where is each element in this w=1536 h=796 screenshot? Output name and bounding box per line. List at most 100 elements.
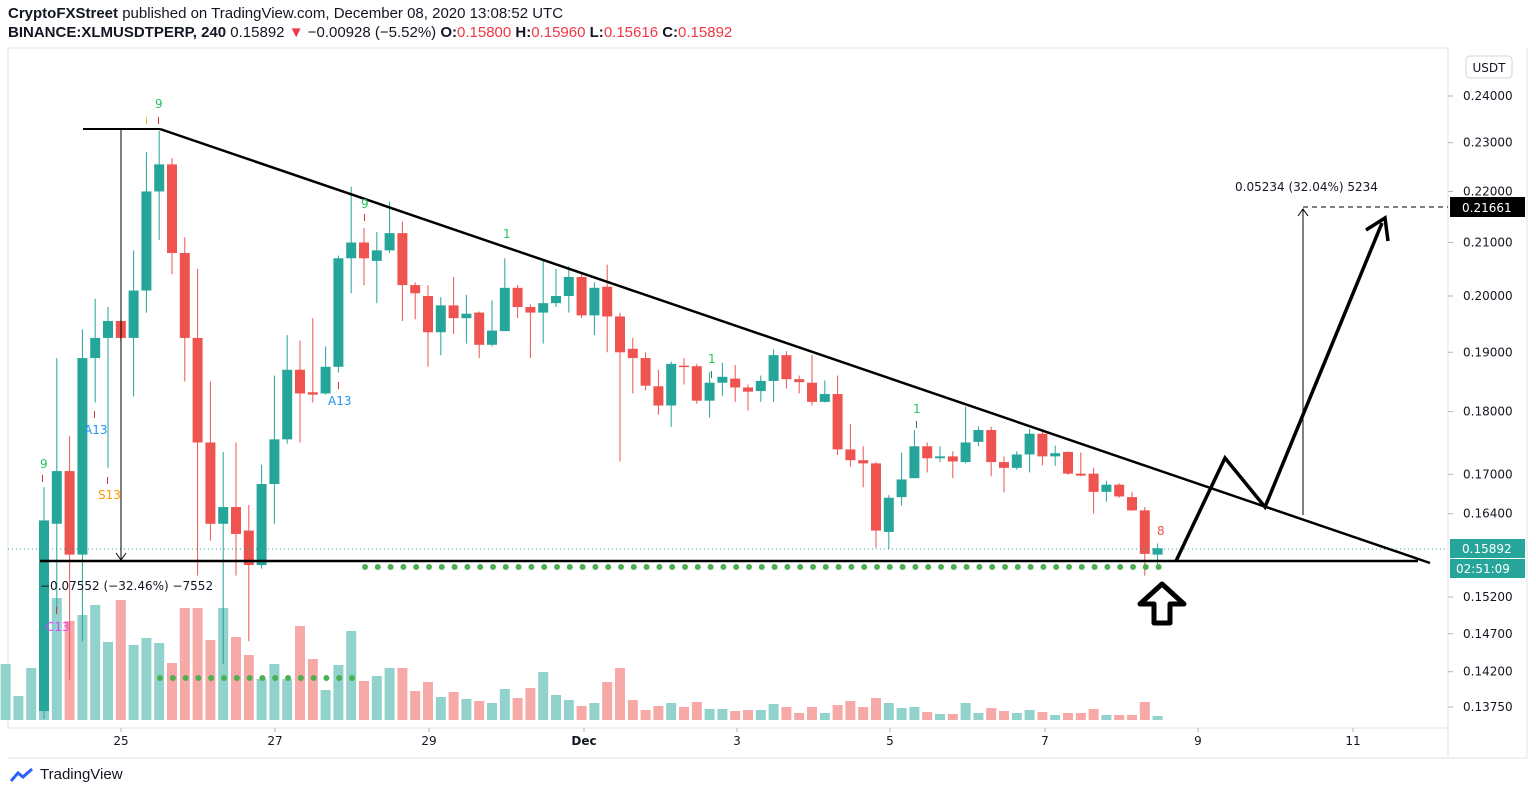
td-nine-label: 9 [40, 457, 48, 471]
candle-body [922, 446, 933, 459]
support-dot [976, 564, 983, 570]
support-dot [541, 564, 548, 570]
support-dot [502, 564, 509, 570]
candle-body [1037, 433, 1048, 457]
projection-path[interactable] [1174, 222, 1384, 562]
volume-bar [666, 703, 677, 720]
support-dot [835, 564, 842, 570]
volume-bar [986, 708, 997, 720]
close-label: C: [662, 24, 679, 41]
candle-body [1101, 484, 1112, 492]
volume-bar [512, 698, 523, 720]
td-marker-icon: I [915, 420, 918, 431]
volume-bar [295, 626, 305, 720]
price-tick-label: 0.14700 [1463, 627, 1513, 641]
support-dot [989, 564, 996, 570]
candle-body [410, 285, 421, 294]
price-tick-label: 0.18000 [1463, 405, 1513, 419]
volume-bar [832, 705, 843, 720]
volume-bar [90, 605, 101, 720]
td-annotations: 9 i I 9 I 9 I 1 1 I 1 I 8 I A13 I S13 I … [40, 97, 1165, 634]
volume-bar [359, 681, 369, 720]
volume-bar [269, 664, 280, 720]
publisher-name[interactable]: CryptoFXStreet [8, 5, 119, 22]
descending-trendline[interactable] [159, 127, 1431, 565]
measure-up-label: 0.05234 (32.04%) 5234 [1235, 180, 1378, 194]
measure-down-label: −0.07552 (−32.46%) −7552 [40, 579, 213, 593]
low-value: 0.15616 [603, 24, 659, 41]
volume-bar [51, 598, 62, 720]
volume-bar [896, 708, 907, 720]
target-price-badge [1450, 197, 1525, 217]
support-dot [579, 564, 586, 570]
candle-body [653, 386, 664, 406]
support-dot [1078, 564, 1085, 570]
support-dot [426, 564, 432, 570]
candle-body [538, 303, 549, 313]
candle-body [666, 363, 677, 406]
candle-body [218, 507, 229, 524]
candle-body [1088, 473, 1099, 492]
td-marker-icon: I [157, 116, 160, 127]
support-dot [490, 564, 496, 570]
td-marker-icon: I [337, 381, 340, 392]
candle-body [90, 337, 101, 359]
volume-bar [602, 682, 613, 720]
support-dot [1091, 564, 1098, 570]
candle-body [103, 320, 113, 338]
measure-down-arrowhead-icon [115, 552, 127, 561]
candle-body [960, 442, 971, 463]
support-dot [362, 564, 368, 570]
support-dot [438, 564, 445, 570]
volume-bar [320, 690, 331, 720]
candle-body [141, 191, 152, 291]
volume-bar [794, 713, 805, 720]
candle-body [768, 355, 779, 381]
candle-body [205, 442, 216, 524]
price-axis[interactable]: 0.24000 0.23000 0.22000 0.21000 0.20000 0.190… [1448, 89, 1513, 714]
candle-body [704, 382, 715, 401]
time-axis[interactable]: 25 27 29 Dec 3 5 7 9 11 [113, 728, 1361, 748]
candle-body [679, 365, 689, 368]
low-label: L: [589, 24, 604, 41]
support-dot [1014, 564, 1021, 570]
volume-bar [192, 608, 203, 720]
support-dot [1155, 564, 1162, 570]
candle-body [346, 242, 357, 259]
last-price-badge-text: 0.15892 [1462, 542, 1512, 556]
big-up-arrow-icon [1137, 581, 1187, 626]
support-dot [822, 564, 829, 570]
volume-bar [0, 664, 11, 720]
tradingview-logo[interactable]: TradingView [10, 766, 123, 783]
candle-body [333, 258, 344, 367]
candle-body [691, 366, 702, 401]
currency-button[interactable] [1465, 55, 1513, 79]
volume-bar [435, 697, 446, 720]
volume-bar [935, 714, 945, 720]
td-marker-icon: I [710, 370, 713, 381]
td-a13-label: A13 [328, 394, 351, 408]
time-tick-label: 3 [733, 734, 741, 748]
volume-bar [691, 702, 702, 720]
support-dot [733, 564, 740, 570]
price-tick-label: 0.16400 [1463, 507, 1513, 521]
support-dot [1066, 564, 1072, 570]
support-dot [694, 564, 701, 570]
volume-dot [349, 675, 355, 681]
volume-bar [999, 711, 1009, 720]
volume-bar [26, 668, 37, 720]
high-label: H: [515, 24, 532, 41]
candle-body [755, 380, 766, 392]
candle-body [1075, 473, 1086, 476]
volume-bar [717, 709, 728, 720]
candle-body [615, 316, 625, 353]
volume-bar [103, 642, 113, 720]
candle-body [1127, 497, 1137, 511]
candle-body [435, 305, 446, 333]
td-nine-label: 9 [155, 97, 163, 111]
candle-body [1139, 510, 1150, 554]
candle-body [192, 337, 203, 443]
time-tick-label: 27 [267, 734, 282, 748]
volume-bar [819, 713, 830, 720]
